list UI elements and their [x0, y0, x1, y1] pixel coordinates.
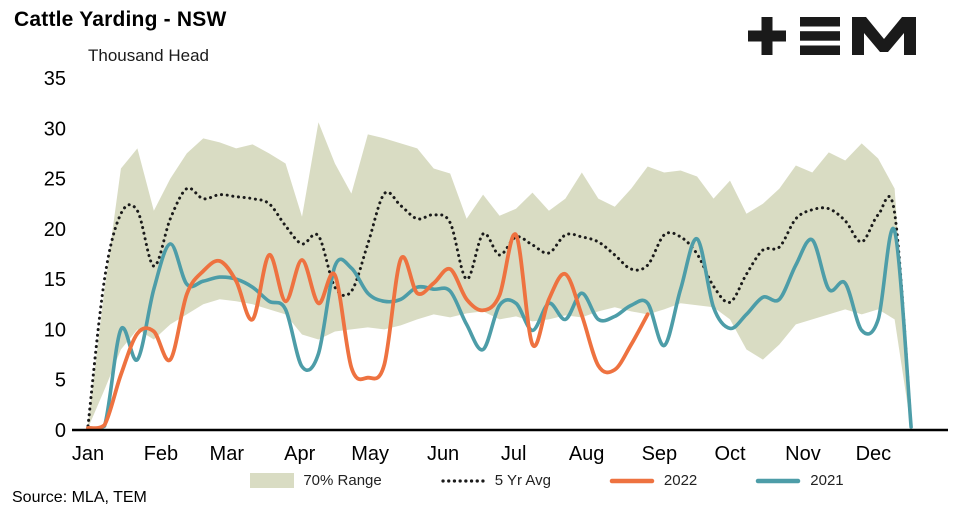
y-tick-label: 10 — [44, 319, 66, 341]
legend-item-5yr-avg: 5 Yr Avg — [440, 472, 551, 489]
logo-bars-icon — [800, 17, 840, 55]
y-tick-label: 15 — [44, 269, 66, 291]
logo-m-icon — [852, 17, 916, 55]
line-2021 — [86, 226, 913, 431]
x-tick-label-sep: Sep — [642, 443, 678, 465]
x-tick-label-aug: Aug — [569, 443, 605, 465]
line-2022-swatch — [609, 478, 655, 483]
tem-logo-icon — [748, 17, 916, 55]
legend-item-2021: 2021 — [755, 472, 844, 489]
chart-legend: 70% Range 5 Yr Avg 2022 2021 — [0, 472, 964, 489]
x-tick-label-apr: Apr — [284, 443, 315, 465]
y-tick-label: 20 — [44, 219, 66, 241]
legend-label-avg: 5 Yr Avg — [494, 472, 551, 489]
legend-label-2022: 2022 — [663, 472, 698, 489]
x-tick-label-nov: Nov — [785, 443, 821, 465]
line-2021-swatch — [756, 478, 801, 483]
chart-canvas: 0 5 10 15 20 25 30 35 Jan Feb Mar Apr May Jun Jul Aug Se… — [44, 68, 948, 465]
y-axis-unit-label: Thousand Head — [88, 46, 209, 65]
x-tick-label-oct: Oct — [714, 443, 746, 465]
x-tick-label-may: May — [351, 443, 389, 465]
avg-dotted-swatch — [441, 478, 485, 483]
y-tick-label: 30 — [44, 118, 66, 140]
range-band-area — [88, 122, 912, 428]
legend-item-2022: 2022 — [609, 472, 697, 489]
legend-item-70-range: 70% Range — [250, 472, 382, 489]
x-tick-label-jan: Jan — [72, 443, 104, 465]
x-tick-label-feb: Feb — [144, 443, 178, 465]
legend-label-2021: 2021 — [810, 472, 844, 489]
range-band-swatch — [250, 473, 295, 488]
source-note: Source: MLA, TEM — [12, 489, 147, 506]
x-tick-label-dec: Dec — [856, 443, 892, 465]
y-tick-label: 5 — [55, 370, 66, 392]
five-yr-avg-line — [86, 186, 913, 429]
logo-plus-icon — [748, 17, 786, 55]
chart-title: Cattle Yarding - NSW — [14, 8, 227, 31]
y-tick-label: 0 — [55, 420, 66, 442]
y-tick-label: 35 — [44, 68, 66, 90]
y-tick-label: 25 — [44, 169, 66, 191]
x-tick-label-jun: Jun — [427, 443, 459, 465]
legend-label-range: 70% Range — [303, 472, 382, 489]
x-tick-label-jul: Jul — [501, 443, 527, 465]
x-tick-label-mar: Mar — [210, 443, 245, 465]
line-2022 — [86, 232, 650, 431]
